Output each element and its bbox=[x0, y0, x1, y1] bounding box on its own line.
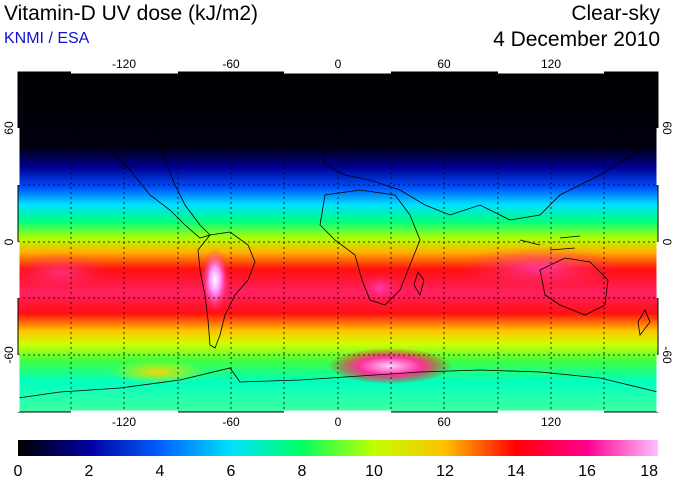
lon-ticks-top: -120 -60 0 60 120 bbox=[112, 57, 561, 71]
lat-tick-left: 0 bbox=[2, 238, 16, 245]
map-border bbox=[16, 70, 660, 414]
graticule bbox=[18, 72, 658, 412]
lon-tick-bottom: -120 bbox=[112, 415, 136, 429]
lat-tick-right: -60 bbox=[660, 346, 674, 364]
date-label: 4 December 2010 bbox=[493, 28, 660, 51]
lon-tick-bottom: -60 bbox=[222, 415, 240, 429]
lat-ticks-left: 60 0 -60 bbox=[2, 121, 16, 364]
lat-ticks-right: 60 0 -60 bbox=[660, 121, 674, 364]
lat-tick-left: -60 bbox=[2, 346, 16, 364]
colorbar-label: 16 bbox=[578, 463, 596, 480]
lon-tick-top: -60 bbox=[222, 57, 240, 71]
colorbar-label: 6 bbox=[227, 463, 236, 480]
colorbar-label: 0 bbox=[14, 463, 23, 480]
colorbar-labels: 0 2 4 6 8 10 12 14 16 18 bbox=[14, 463, 659, 480]
lon-tick-bottom: 60 bbox=[437, 415, 451, 429]
lat-tick-right: 60 bbox=[660, 121, 674, 135]
lon-tick-top: 120 bbox=[541, 57, 561, 71]
colorbar-label: 14 bbox=[507, 463, 525, 480]
colorbar-label: 18 bbox=[640, 463, 658, 480]
lon-ticks-bottom: -120 -60 0 60 120 bbox=[112, 415, 561, 429]
lon-tick-bottom: 120 bbox=[541, 415, 561, 429]
sky-condition-label: Clear-sky bbox=[571, 2, 660, 25]
coastlines bbox=[18, 99, 658, 399]
lon-tick-top: 60 bbox=[437, 57, 451, 71]
map-title: Vitamin-D UV dose (kJ/m2) bbox=[4, 2, 259, 25]
colorbar-label: 12 bbox=[436, 463, 454, 480]
colorbar-label: 10 bbox=[365, 463, 383, 480]
lon-tick-top: 0 bbox=[335, 57, 342, 71]
colorbar-label: 4 bbox=[156, 463, 165, 480]
colorbar-label: 2 bbox=[85, 463, 94, 480]
colorbar-label: 8 bbox=[298, 463, 307, 480]
lon-tick-bottom: 0 bbox=[335, 415, 342, 429]
lat-tick-left: 60 bbox=[2, 121, 16, 135]
source-label: KNMI / ESA bbox=[4, 30, 90, 47]
colorbar bbox=[18, 440, 658, 456]
lon-tick-top: -120 bbox=[112, 57, 136, 71]
lat-tick-right: 0 bbox=[660, 239, 674, 246]
